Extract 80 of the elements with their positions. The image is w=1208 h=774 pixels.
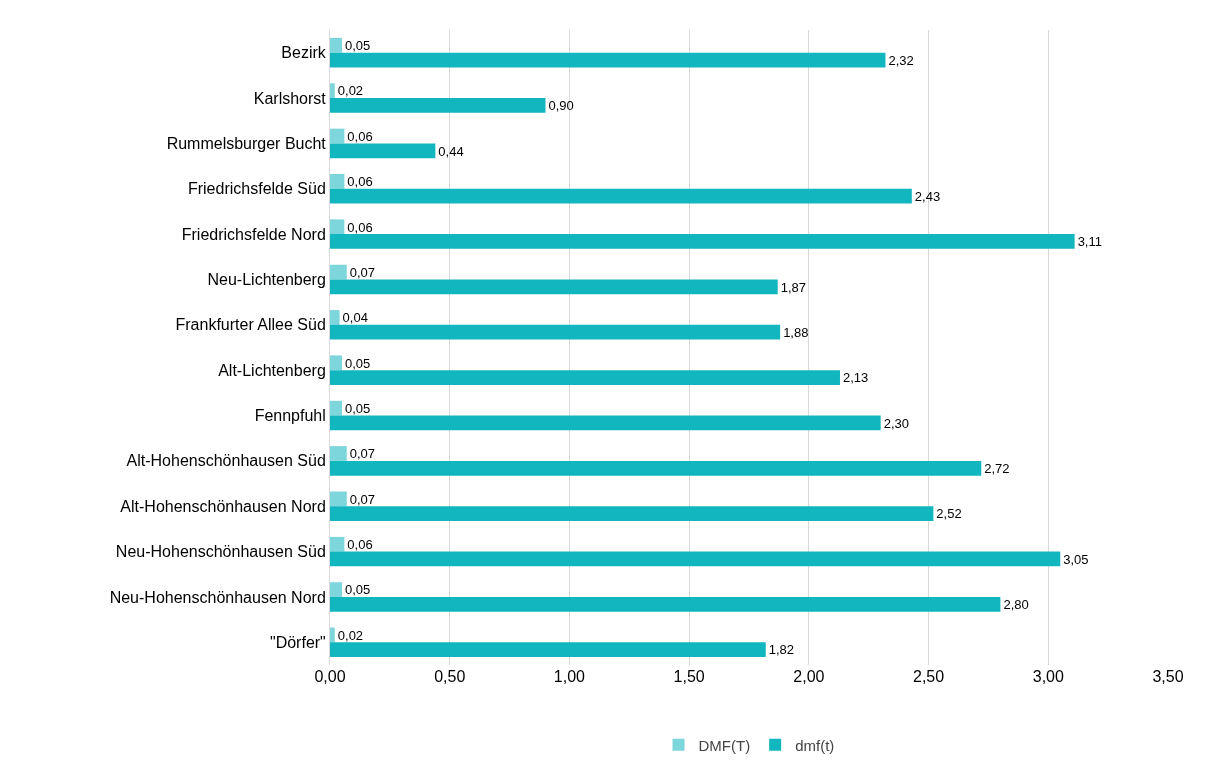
data-label: 2,30	[883, 415, 910, 431]
y-tick-label: Bezirk	[281, 44, 327, 62]
bar	[330, 491, 347, 507]
y-tick-label: Frankfurter Allee Süd	[175, 316, 326, 334]
data-label: 2,43	[914, 188, 941, 204]
data-label: 0,02	[337, 627, 364, 643]
bar	[330, 310, 340, 325]
data-label: 2,80	[1003, 597, 1029, 613]
bar	[330, 536, 345, 552]
legend-label: dmf(t)	[795, 736, 835, 754]
data-label: 0,06	[347, 174, 373, 190]
bar	[330, 83, 335, 99]
y-tick-label: "Dörfer"	[269, 633, 326, 651]
data-label: 0,07	[349, 264, 376, 280]
data-label: 1,82	[768, 642, 795, 658]
bar	[330, 446, 347, 461]
bar	[330, 234, 1075, 249]
data-label: 1,87	[780, 279, 807, 295]
y-tick-label: Alt-Lichtenberg	[218, 361, 326, 379]
x-tick-label: 3,00	[1032, 668, 1064, 685]
data-label: 1,88	[783, 324, 809, 340]
bar	[330, 596, 1001, 612]
bar	[330, 174, 345, 189]
bar	[330, 188, 912, 204]
bar	[330, 582, 342, 597]
y-tick-label: Rummelsburger Bucht	[166, 134, 327, 152]
x-tick-label: 2,50	[913, 668, 945, 685]
data-label: 3,05	[1063, 551, 1089, 567]
x-tick-label: 1,00	[553, 668, 586, 685]
y-tick-label: Karlshorst	[253, 89, 327, 107]
bar	[330, 279, 778, 295]
x-tick-label: 0,50	[434, 668, 466, 685]
x-tick-label: 0,00	[314, 668, 346, 685]
bar	[330, 52, 886, 68]
data-label: 2,13	[842, 370, 869, 386]
data-label: 0,04	[342, 310, 368, 326]
y-tick-label: Neu-Hohenschönhausen Süd	[115, 543, 326, 561]
data-label: 2,32	[888, 52, 914, 68]
data-label: 0,06	[347, 128, 373, 144]
bar	[330, 264, 347, 280]
y-tick-label: Fennpfuhl	[254, 407, 326, 425]
bar	[330, 37, 342, 53]
data-label: 0,90	[548, 98, 574, 114]
data-label: 0,07	[349, 491, 376, 507]
data-label: 0,05	[344, 38, 371, 54]
bar	[330, 551, 1061, 567]
bar	[330, 370, 840, 385]
bar	[330, 143, 436, 159]
y-tick-label: Neu-Hohenschönhausen Nord	[109, 588, 326, 606]
bar	[330, 98, 546, 113]
bar	[330, 355, 342, 371]
data-label: 3,11	[1077, 234, 1102, 250]
bar	[330, 128, 345, 144]
data-label: 0,06	[347, 537, 373, 553]
y-tick-label: Alt-Hohenschönhausen Süd	[126, 452, 326, 470]
bar	[330, 506, 934, 521]
y-tick-label: Friedrichsfelde Süd	[187, 180, 326, 198]
legend-label: DMF(T)	[698, 736, 751, 754]
bar	[330, 400, 342, 416]
data-label: 0,05	[344, 582, 371, 598]
bar	[330, 460, 982, 476]
bar	[330, 415, 881, 431]
x-tick-label: 1,50	[673, 668, 705, 685]
data-label: 0,05	[344, 355, 371, 371]
data-label: 0,06	[347, 219, 373, 235]
bar	[330, 642, 766, 658]
y-tick-label: Neu-Lichtenberg	[207, 271, 326, 289]
data-label: 0,07	[349, 446, 376, 462]
x-tick-label: 3,50	[1152, 668, 1184, 685]
data-label: 2,72	[984, 461, 1010, 477]
data-label: 2,52	[936, 506, 962, 522]
data-label: 0,02	[337, 83, 364, 99]
data-label: 0,05	[344, 400, 371, 416]
bar	[330, 219, 345, 235]
x-tick-label: 2,00	[793, 668, 825, 685]
y-tick-label: Friedrichsfelde Nord	[181, 225, 326, 243]
data-label: 0,44	[438, 143, 464, 159]
bar	[330, 324, 781, 340]
y-tick-label: Alt-Hohenschönhausen Nord	[120, 497, 326, 515]
bar	[330, 627, 335, 643]
